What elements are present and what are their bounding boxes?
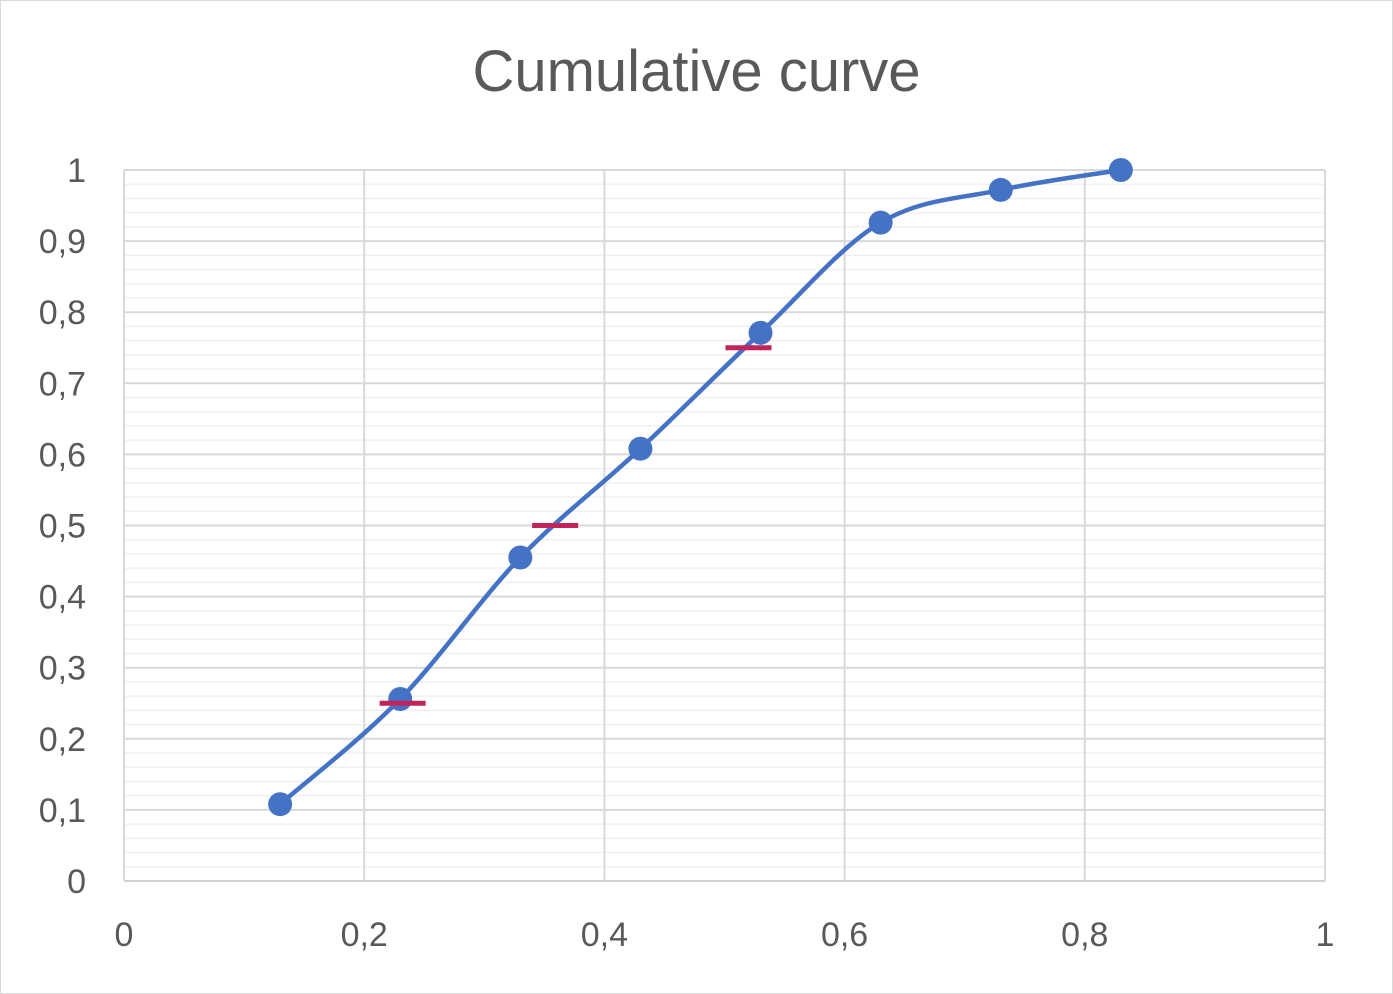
x-tick-label: 0,6: [821, 916, 868, 954]
data-point: [868, 210, 893, 235]
y-tick-label: 0,2: [39, 721, 86, 759]
data-point: [508, 545, 533, 570]
data-point: [628, 436, 653, 461]
x-tick-label: 0,8: [1061, 916, 1108, 954]
x-tick-label: 0: [115, 916, 134, 954]
data-point: [388, 686, 413, 711]
x-tick-label: 1: [1316, 916, 1335, 954]
data-point: [268, 792, 293, 817]
data-point: [748, 320, 773, 345]
y-tick-label: 0: [67, 863, 86, 901]
x-tick-label: 0,4: [581, 916, 628, 954]
y-tick-label: 0,1: [39, 792, 86, 830]
data-point: [1108, 158, 1133, 182]
y-tick-label: 1: [67, 152, 86, 190]
x-tick-label: 0,2: [341, 916, 388, 954]
y-tick-label: 0,9: [39, 223, 86, 261]
y-tick-label: 0,3: [39, 650, 86, 688]
y-tick-label: 0,8: [39, 294, 86, 332]
y-tick-label: 0,7: [39, 365, 86, 403]
series-line: [278, 167, 1122, 806]
chart-title: Cumulative curve: [472, 39, 921, 104]
y-tick-label: 0,6: [39, 436, 86, 474]
data-point: [988, 177, 1013, 202]
y-tick-label: 0,4: [39, 579, 86, 617]
y-tick-label: 0,5: [39, 508, 86, 546]
